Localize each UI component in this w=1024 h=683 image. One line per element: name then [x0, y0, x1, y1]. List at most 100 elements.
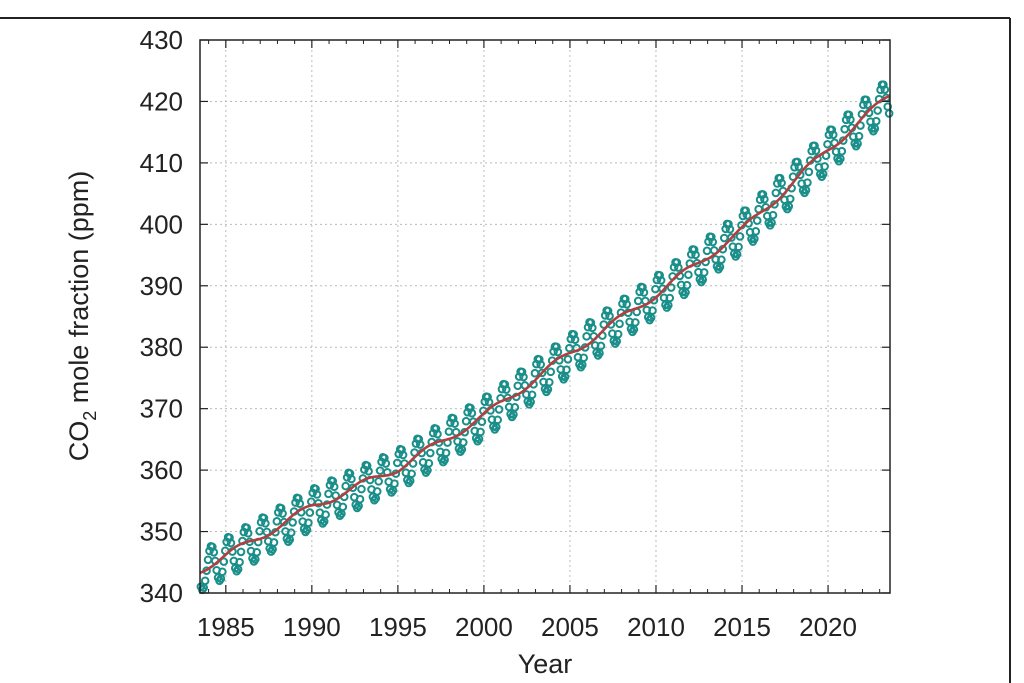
monthly-point [656, 276, 666, 285]
monthly-point [364, 466, 373, 476]
y-tick-label: 420 [140, 86, 183, 116]
monthly-point [338, 502, 348, 512]
monthly-point [837, 146, 847, 156]
monthly-point [341, 481, 350, 491]
monthly-point [708, 237, 718, 247]
monthly-point [500, 380, 510, 389]
monthly-point [357, 484, 366, 494]
monthly-point [530, 368, 540, 378]
y-axis-title-rest: mole fraction (ppm) [64, 171, 94, 411]
monthly-point [846, 115, 855, 124]
monthly-point [483, 392, 492, 402]
y-tick-label: 410 [140, 148, 183, 178]
monthly-point [880, 85, 890, 94]
monthly-point [752, 216, 762, 225]
monthly-point [588, 323, 597, 333]
x-tick-label: 1995 [369, 612, 427, 642]
monthly-point [751, 227, 761, 236]
monthly-point [579, 353, 589, 363]
monthly-point [501, 385, 511, 394]
axis-ticks [200, 39, 890, 594]
monthly-point [278, 509, 287, 518]
monthly-point [655, 270, 665, 280]
monthly-point [871, 116, 881, 126]
monthly-point [218, 567, 227, 577]
trend-line-group [199, 94, 891, 575]
monthly-point [742, 211, 752, 220]
monthly-points [196, 80, 894, 595]
monthly-point [827, 125, 837, 135]
monthly-point [494, 405, 504, 414]
monthly-point [648, 306, 657, 315]
monthly-point [768, 210, 778, 220]
monthly-point [734, 242, 743, 252]
x-tick-label: 1985 [197, 612, 255, 642]
monthly-point [441, 448, 451, 458]
monthly-point [861, 95, 871, 105]
y-axis-title: CO2 mole fraction (ppm) [64, 171, 100, 462]
grid-lines [200, 40, 890, 593]
y-tick-label: 390 [140, 271, 183, 301]
monthly-point [838, 136, 848, 145]
monthly-point [272, 517, 282, 526]
monthly-point [324, 489, 333, 499]
plot-area-border [199, 39, 891, 594]
monthly-point [424, 459, 434, 468]
monthly-point [304, 518, 313, 528]
monthly-point [527, 390, 537, 400]
monthly-point [415, 440, 425, 449]
monthly-point [735, 232, 745, 241]
monthly-point [398, 450, 408, 460]
monthly-point [393, 458, 402, 468]
monthly-point [236, 547, 246, 557]
monthly-point [750, 234, 759, 244]
monthly-point [804, 167, 814, 177]
monthly-point [312, 490, 322, 499]
monthly-point [613, 329, 623, 339]
y-tick-label: 350 [140, 517, 183, 547]
y-tick-label: 430 [140, 25, 183, 55]
monthly-point [844, 110, 854, 120]
y-tick-labels: 340 350 360 370 380 390 400 410 420 430 [140, 25, 183, 608]
monthly-point [672, 258, 682, 267]
monthly-point [615, 319, 624, 329]
monthly-point [461, 416, 471, 426]
monthly-point [467, 408, 477, 418]
monthly-point [200, 576, 210, 586]
monthly-point [771, 188, 781, 198]
monthly-point [209, 547, 219, 557]
monthly-point [552, 342, 561, 352]
monthly-point [517, 367, 527, 377]
monthly-point [741, 206, 751, 215]
monthly-point [702, 246, 712, 256]
monthly-point [674, 263, 683, 272]
monthly-point [321, 510, 330, 519]
monthly-point [853, 139, 862, 148]
monthly-point [444, 427, 454, 436]
monthly-point [666, 283, 676, 292]
monthly-point [828, 130, 838, 140]
monthly-point [450, 419, 459, 428]
monthly-point [261, 519, 270, 528]
monthly-point [803, 178, 812, 187]
monthly-point [219, 557, 229, 566]
x-tick-label: 2015 [713, 612, 771, 642]
monthly-point [563, 354, 573, 364]
monthly-point [513, 381, 523, 391]
monthly-point [510, 403, 520, 412]
x-tick-label: 2020 [799, 612, 857, 642]
monthly-point [840, 124, 849, 134]
y-tick-label: 360 [140, 455, 183, 485]
trend-line [199, 94, 891, 575]
monthly-point [665, 293, 675, 303]
monthly-point [638, 282, 647, 292]
monthly-point [355, 494, 365, 504]
x-tick-label: 2005 [541, 612, 599, 642]
monthly-point [767, 218, 776, 227]
monthly-point [484, 397, 494, 407]
monthly-point [279, 517, 289, 527]
monthly-point [493, 415, 502, 425]
monthly-point [569, 330, 578, 339]
monthly-point [381, 459, 391, 468]
y-tick-label: 340 [140, 578, 183, 608]
